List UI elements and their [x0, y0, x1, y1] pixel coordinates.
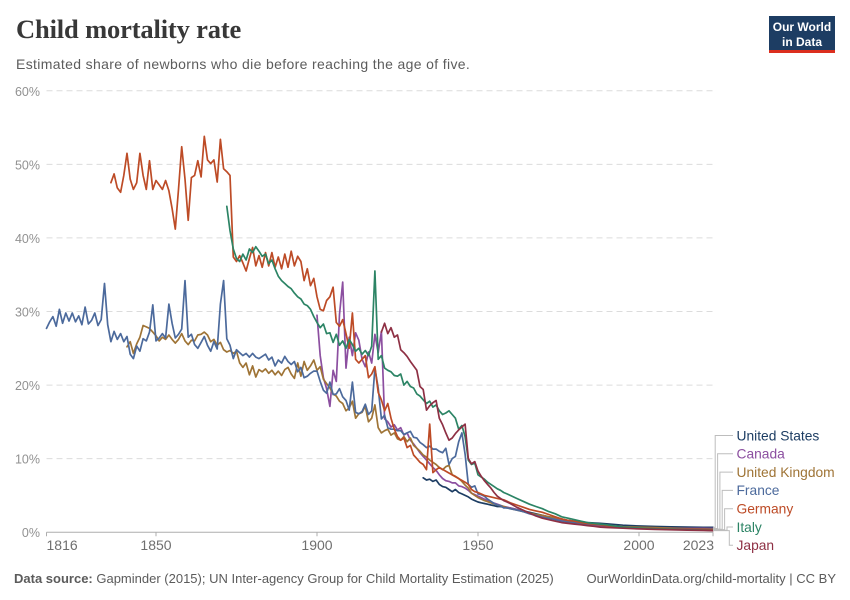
svg-text:United Kingdom: United Kingdom	[737, 465, 835, 480]
svg-text:0%: 0%	[22, 526, 40, 540]
svg-text:Japan: Japan	[737, 538, 775, 553]
svg-text:1900: 1900	[301, 537, 332, 553]
svg-text:60%: 60%	[15, 85, 40, 99]
svg-text:30%: 30%	[15, 306, 40, 320]
svg-text:1950: 1950	[462, 537, 493, 553]
svg-text:Germany: Germany	[737, 502, 794, 517]
svg-text:2000: 2000	[623, 537, 654, 553]
svg-text:50%: 50%	[15, 158, 40, 172]
svg-text:1816: 1816	[47, 537, 78, 553]
svg-text:France: France	[737, 483, 780, 498]
svg-text:1850: 1850	[140, 537, 171, 553]
svg-text:40%: 40%	[15, 232, 40, 246]
svg-text:United States: United States	[737, 428, 820, 443]
svg-text:Italy: Italy	[737, 520, 762, 535]
svg-text:20%: 20%	[15, 379, 40, 393]
svg-text:Canada: Canada	[737, 447, 786, 462]
svg-text:10%: 10%	[15, 453, 40, 467]
svg-text:2023: 2023	[683, 537, 714, 553]
